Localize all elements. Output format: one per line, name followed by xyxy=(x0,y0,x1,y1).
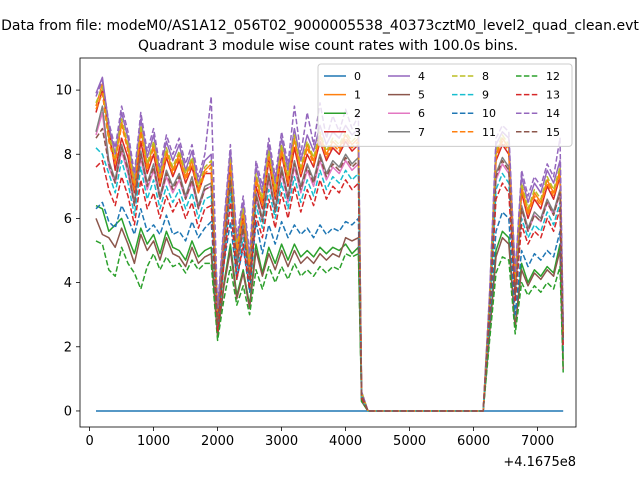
x-tick-label: 3000 xyxy=(265,434,298,449)
x-tick-label: 4000 xyxy=(329,434,362,449)
x-offset-label: +4.1675e8 xyxy=(503,455,576,470)
legend-label-3: 3 xyxy=(354,126,361,139)
legend-label-5: 5 xyxy=(418,89,425,102)
x-tick-label: 5000 xyxy=(393,434,426,449)
y-tick-label: 8 xyxy=(64,148,72,163)
legend-label-7: 7 xyxy=(418,126,425,139)
x-tick-label: 1000 xyxy=(137,434,170,449)
y-tick-label: 4 xyxy=(64,276,72,291)
y-tick-label: 10 xyxy=(55,84,72,99)
x-tick-label: 6000 xyxy=(457,434,490,449)
legend-label-9: 9 xyxy=(482,89,489,102)
legend-label-0: 0 xyxy=(354,70,361,83)
legend-label-14: 14 xyxy=(546,107,560,120)
y-tick-label: 0 xyxy=(64,404,72,419)
plot-frame xyxy=(79,57,577,428)
series-line-15 xyxy=(95,127,564,412)
series-line-13 xyxy=(95,159,564,412)
series-line-2 xyxy=(95,204,564,412)
legend-label-13: 13 xyxy=(546,89,560,102)
x-tick-label: 0 xyxy=(85,434,93,449)
legend-label-11: 11 xyxy=(482,126,496,139)
series-line-12 xyxy=(95,240,564,412)
legend-label-10: 10 xyxy=(482,107,496,120)
x-tick-label: 2000 xyxy=(201,434,234,449)
legend-label-2: 2 xyxy=(354,107,361,120)
y-axis: 0 2 4 6 8 10 xyxy=(55,84,80,419)
suptitle: Data from file: modeM0/AS1A12_056T02_900… xyxy=(1,18,639,34)
series-line-9 xyxy=(95,147,564,412)
series-line-8 xyxy=(95,86,564,412)
legend-box xyxy=(317,63,573,147)
y-tick-label: 6 xyxy=(64,212,72,227)
legend-label-15: 15 xyxy=(546,126,560,139)
y-tick-label: 2 xyxy=(64,340,72,355)
x-axis: 0 1000 2000 3000 4000 5000 6000 7000 xyxy=(85,427,554,449)
legend-label-1: 1 xyxy=(354,89,361,102)
series-line-10 xyxy=(95,201,564,412)
legend-label-4: 4 xyxy=(418,70,425,83)
x-tick-label: 7000 xyxy=(521,434,554,449)
legend-label-12: 12 xyxy=(546,70,560,83)
series-line-5 xyxy=(95,218,564,412)
chart-title: Quadrant 3 module wise count rates with … xyxy=(138,38,518,54)
legend-label-8: 8 xyxy=(482,70,489,83)
legend-label-6: 6 xyxy=(418,107,425,120)
